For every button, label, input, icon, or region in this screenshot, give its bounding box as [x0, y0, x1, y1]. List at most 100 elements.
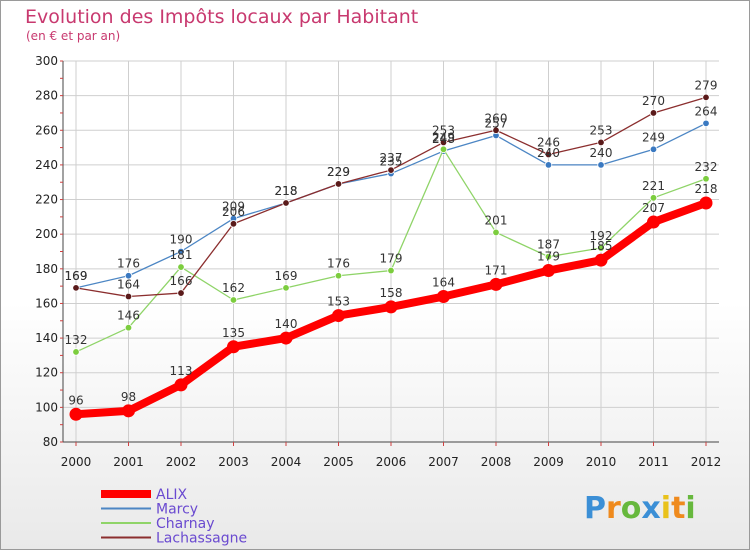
- data-label: 187: [537, 238, 560, 252]
- data-point: [649, 109, 658, 117]
- data-label: 249: [432, 130, 455, 144]
- x-tick-label: 2008: [481, 455, 512, 469]
- x-tick-label: 2006: [376, 455, 407, 469]
- data-point: [544, 252, 553, 261]
- legend-label-lachassagne: Lachassagne: [156, 531, 247, 547]
- data-point: [597, 138, 605, 147]
- data-label: 179: [380, 252, 403, 266]
- data-label: 176: [117, 257, 140, 271]
- data-label: 190: [170, 233, 193, 247]
- y-tick-label: 240: [35, 158, 58, 172]
- data-point: [649, 194, 658, 202]
- data-label: 209: [222, 200, 245, 214]
- data-label: 153: [327, 295, 350, 309]
- data-point: [544, 150, 553, 159]
- data-point: [647, 215, 660, 229]
- data-point: [702, 119, 710, 128]
- data-point: [282, 199, 290, 207]
- data-point: [177, 247, 185, 256]
- data-label: 132: [65, 333, 88, 347]
- data-label: 218: [695, 182, 718, 196]
- data-label: 229: [327, 165, 350, 179]
- data-point: [177, 289, 185, 297]
- y-tick-label: 80: [43, 435, 58, 449]
- data-label: 164: [117, 278, 140, 292]
- data-label: 179: [537, 250, 560, 264]
- data-point: [122, 404, 135, 418]
- data-point: [282, 284, 290, 292]
- data-point: [544, 161, 553, 169]
- series-alix: [69, 196, 713, 421]
- data-label: 229: [327, 165, 350, 179]
- data-point: [279, 331, 293, 345]
- data-point: [229, 220, 238, 228]
- data-label: 235: [380, 155, 403, 169]
- data-label: 171: [485, 263, 508, 277]
- data-label: 237: [380, 151, 403, 165]
- data-label: 158: [380, 286, 403, 300]
- data-label: 98: [121, 390, 136, 404]
- y-tick-label: 280: [35, 89, 58, 103]
- data-point: [72, 348, 80, 356]
- legend-label-alix: ALIX: [156, 487, 188, 503]
- data-point: [174, 378, 188, 392]
- data-point: [702, 93, 710, 102]
- logo-letter: i: [685, 491, 695, 526]
- series-lachassagne: [72, 93, 710, 301]
- x-tick-label: 2003: [218, 455, 249, 469]
- data-point: [227, 340, 240, 354]
- y-tick-label: 100: [35, 400, 58, 414]
- data-label: 169: [65, 269, 88, 283]
- data-label: 240: [537, 146, 560, 160]
- x-tick-label: 2001: [113, 455, 144, 469]
- data-label: 192: [590, 229, 613, 243]
- data-point: [69, 407, 83, 421]
- data-point: [594, 253, 608, 267]
- data-label: 166: [170, 274, 193, 288]
- data-label: 169: [275, 269, 298, 283]
- logo-letter: x: [641, 491, 660, 526]
- x-tick-label: 2007: [428, 455, 459, 469]
- data-point: [177, 263, 185, 271]
- y-tick-label: 200: [35, 227, 58, 241]
- data-point: [597, 161, 605, 169]
- data-point: [492, 126, 500, 134]
- x-tick-label: 2002: [166, 455, 197, 469]
- data-label: 206: [222, 205, 245, 219]
- data-point: [124, 324, 133, 332]
- legend-label-marcy: Marcy: [156, 502, 198, 518]
- y-tick-label: 300: [35, 54, 58, 68]
- proxiti-logo: Proxiti: [584, 491, 696, 526]
- x-tick-label: 2005: [323, 455, 354, 469]
- logo-letter: P: [584, 491, 606, 526]
- data-point: [384, 300, 398, 314]
- x-tick-label: 2011: [638, 455, 669, 469]
- data-label: 176: [327, 257, 350, 271]
- data-point: [229, 296, 238, 304]
- y-tick-label: 160: [35, 296, 58, 310]
- data-label: 207: [642, 201, 665, 215]
- data-point: [489, 277, 503, 291]
- y-tick-label: 180: [35, 262, 58, 276]
- data-label: 164: [432, 276, 455, 290]
- x-tick-label: 2012: [691, 455, 722, 469]
- data-label: 253: [432, 123, 455, 137]
- data-point: [597, 244, 605, 252]
- data-point: [332, 309, 345, 323]
- logo-letter: i: [661, 491, 671, 526]
- data-label: 253: [590, 123, 613, 137]
- data-point: [439, 138, 448, 147]
- data-point: [387, 166, 395, 174]
- data-label: 162: [222, 281, 245, 295]
- data-point: [702, 175, 710, 183]
- data-point: [334, 180, 343, 188]
- y-tick-label: 220: [35, 193, 58, 207]
- data-label: 201: [485, 213, 508, 227]
- data-point: [72, 284, 80, 292]
- legend-label-charnay: Charnay: [156, 516, 214, 532]
- data-label: 218: [275, 184, 298, 198]
- data-label: 113: [170, 364, 193, 378]
- logo-letter: r: [606, 491, 621, 526]
- data-point: [439, 145, 448, 154]
